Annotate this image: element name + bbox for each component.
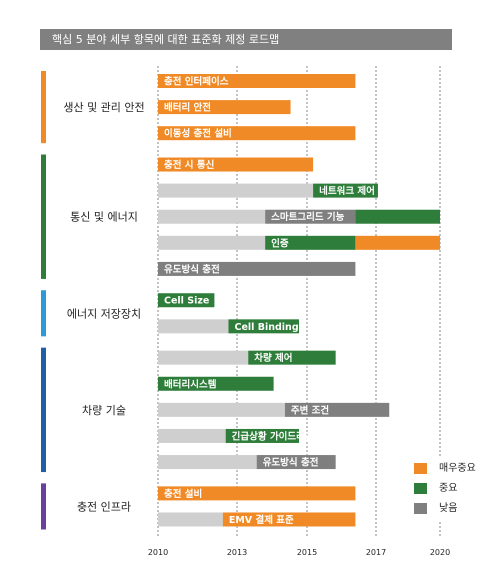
legend-swatch-very-important — [414, 462, 427, 474]
group-accent-bar — [41, 71, 46, 144]
bar-label: 차량 제어 — [254, 352, 292, 364]
bar-label: 충전 설비 — [164, 488, 202, 500]
group-label: 차량 기술 — [82, 404, 126, 417]
group-label: 에너지 저장장치 — [67, 307, 141, 320]
chart-title: 핵심 5 분야 세부 항목에 대한 표준화 제정 로드맵 — [40, 29, 452, 50]
bar-segment — [158, 512, 223, 527]
bar-segment — [222, 512, 356, 527]
bar-segment — [284, 402, 390, 417]
bar-segment — [158, 183, 314, 198]
group-accent-bar — [41, 483, 46, 530]
group-accent-bar — [41, 347, 46, 473]
legend-label: 낮음 — [439, 503, 458, 514]
group-label: 통신 및 에너지 — [70, 211, 138, 224]
x-tick-label: 2015 — [297, 548, 317, 557]
bar-segment — [158, 157, 314, 172]
bar-label: 유도방식 충전 — [263, 457, 319, 469]
bar-label: 주변 조건 — [291, 404, 329, 416]
bar-label: 긴급상황 가이드라인 — [232, 430, 314, 442]
bar-label: 유도방식 충전 — [164, 263, 220, 275]
bar-label: 인증 — [271, 238, 289, 249]
bar-segment — [248, 350, 336, 365]
legend-item-very-important: 매우중요 — [414, 462, 476, 476]
bar-label: EMV 결제 표준 — [229, 514, 294, 526]
group-label: 생산 및 관리 안전 — [63, 101, 144, 114]
legend-item-low: 낮음 — [414, 502, 457, 516]
bar-segment — [158, 235, 266, 250]
group-accent-bar — [41, 290, 46, 337]
bar-segment — [158, 455, 257, 470]
group-accent-bar — [41, 154, 46, 279]
bar-label: Cell Size — [164, 296, 209, 307]
legend-item-important: 중요 — [414, 482, 457, 496]
bar-segment — [225, 428, 299, 443]
bar-segment — [158, 74, 356, 88]
bar-segment — [228, 319, 299, 334]
bar-segment — [256, 455, 336, 470]
bar-label: 충전 인터페이스 — [164, 76, 229, 88]
x-tick-label: 2017 — [366, 548, 386, 557]
bar-segment — [158, 428, 226, 443]
bar-segment — [158, 293, 215, 308]
bar-label: 스마트그리드 기능 — [271, 211, 344, 223]
x-tick-label: 2013 — [227, 548, 247, 557]
bar-label: 네트워크 제어 — [319, 185, 375, 197]
bar-segment — [265, 209, 356, 224]
bar-segment — [355, 235, 440, 250]
legend-label: 매우중요 — [439, 463, 476, 474]
bar-label: 배터리시스템 — [164, 378, 216, 390]
bar-segment — [158, 261, 356, 276]
group-label: 충전 인프라 — [77, 500, 131, 513]
bar-segment — [313, 183, 378, 198]
bar-label: Cell Binding — [235, 322, 299, 333]
bar-label: 이동성 충전 설비 — [164, 128, 232, 140]
legend-label: 중요 — [439, 483, 458, 494]
bar-segment — [158, 376, 274, 391]
bar-segment — [158, 486, 356, 501]
bar-segment — [265, 235, 356, 250]
bar-label: 배터리 안전 — [164, 102, 211, 114]
legend-swatch-important — [414, 482, 427, 494]
legend: 매우중요 중요 낮음 — [406, 456, 488, 520]
x-tick-label: 2010 — [148, 548, 168, 557]
bar-segment — [158, 319, 229, 334]
bar-segment — [158, 100, 291, 115]
bar-segment — [158, 209, 266, 224]
bar-label: 충전 시 통신 — [164, 159, 214, 171]
bar-segment — [158, 126, 356, 141]
bar-segment — [158, 350, 249, 365]
x-tick-label: 2020 — [430, 548, 450, 557]
bar-segment — [355, 209, 440, 224]
bar-segment — [158, 402, 285, 417]
legend-swatch-low — [414, 502, 427, 514]
